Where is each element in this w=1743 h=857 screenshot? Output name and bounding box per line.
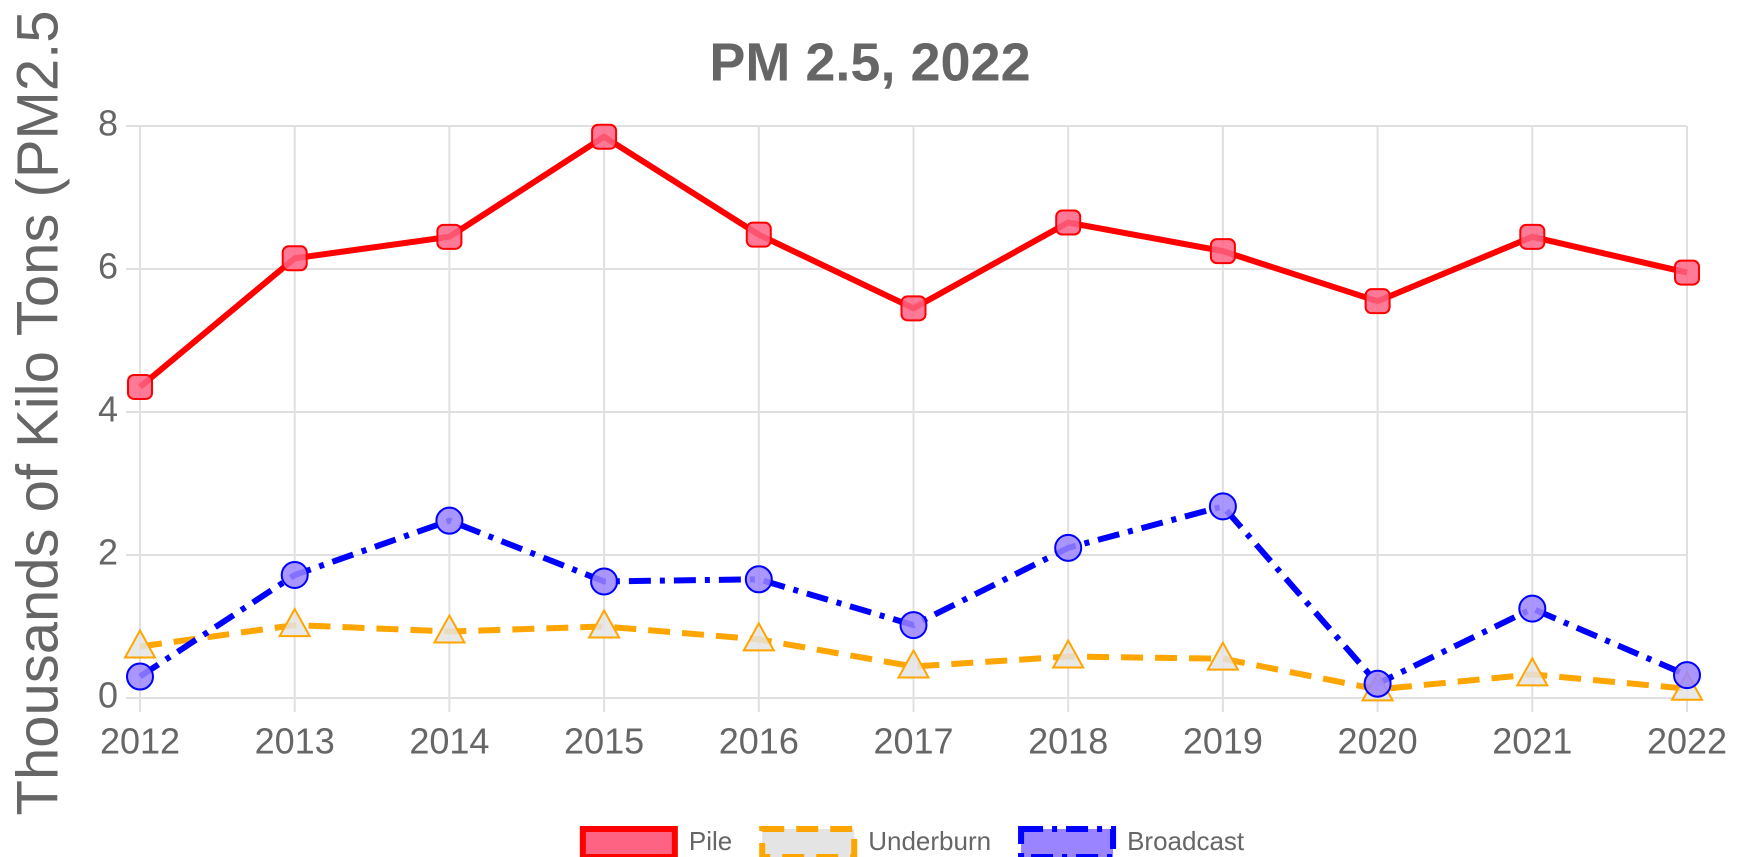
point [1673,661,1701,690]
y-tick-label: 6 [98,246,118,287]
point [591,123,618,150]
point [123,628,157,659]
point [1518,594,1547,623]
x-tick-label: 2012 [100,721,180,762]
point [280,561,309,590]
point [896,648,931,679]
legend-label: Pile [689,826,732,856]
point [1208,492,1237,521]
point [1363,669,1392,698]
point [587,608,621,639]
y-axis-label: Thousands of Kilo Tons (PM2.5 [5,11,70,816]
x-tick-label: 2017 [873,721,953,762]
point [127,373,153,400]
point [435,506,464,535]
point [1055,209,1082,236]
point [900,295,927,322]
legend-swatch [759,826,858,857]
point [1519,223,1546,250]
point [742,621,776,652]
point [281,245,308,272]
point [126,662,154,691]
y-tick-label: 2 [98,532,118,573]
y-tick-label: 4 [98,389,118,430]
series-line [139,622,1688,693]
x-tick-label: 2022 [1647,721,1727,762]
legend-label: Underburn [868,826,991,856]
point [432,613,467,644]
x-tick-label: 2020 [1338,721,1418,762]
point [278,607,312,638]
y-tick-label: 8 [98,103,118,144]
point [745,221,772,248]
x-tick-label: 2018 [1028,721,1108,762]
x-tick-label: 2016 [719,721,799,762]
point [1051,638,1085,669]
point [1209,238,1236,265]
legend-swatch [1018,826,1117,857]
point [1054,533,1083,562]
x-tick-label: 2015 [564,721,644,762]
point [1206,640,1240,671]
x-tick-label: 2014 [409,721,489,762]
legend: Pile Underburn Broadcast [579,826,1245,857]
point [590,567,619,596]
point [744,565,773,594]
x-tick-label: 2021 [1492,721,1572,762]
x-tick-label: 2013 [255,721,335,762]
point [1674,259,1700,286]
legend-label: Broadcast [1127,826,1245,856]
point [1515,656,1549,687]
point [436,223,463,250]
chart-title: PM 2.5, 2022 [709,32,1030,92]
point [1364,288,1391,315]
legend-swatch [579,826,678,857]
y-tick-label: 0 [98,675,118,716]
point [899,611,928,640]
x-tick-label: 2019 [1183,721,1263,762]
